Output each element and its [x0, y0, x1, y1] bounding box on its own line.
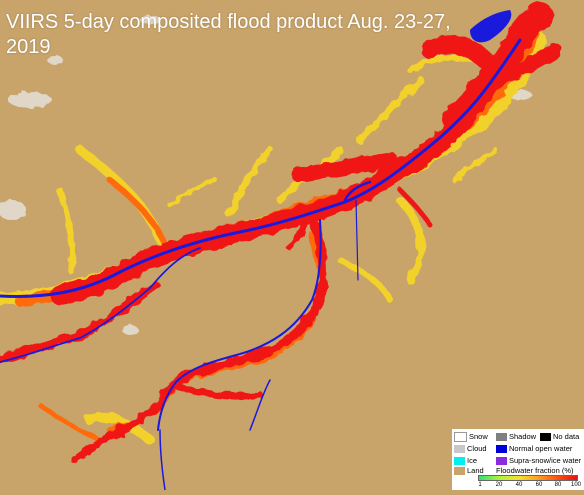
swatch-cloud: [454, 445, 465, 454]
floodwater-fraction-ramp: [478, 475, 578, 481]
legend-item-no-data: No data: [540, 432, 579, 442]
swatch-no-data: [540, 433, 551, 442]
swatch-land: [454, 467, 465, 476]
ramp-tick: 20: [495, 482, 503, 488]
ramp-title: Floodwater fraction (%): [496, 466, 574, 475]
ramp-tick: 100: [570, 482, 582, 488]
legend-item-cloud: Cloud: [454, 444, 487, 454]
swatch-normal-open-water: [496, 445, 507, 454]
legend-item-shadow: Shadow: [496, 432, 536, 442]
legend: Snow Shadow No data Cloud Normal open wa…: [452, 429, 584, 490]
lake-water: [470, 10, 512, 43]
legend-item-normal-open-water: Normal open water: [496, 444, 572, 454]
normal-open-water: [0, 38, 522, 491]
swatch-supra-snow-ice-water: [496, 457, 507, 466]
ramp-tick: 40: [515, 482, 523, 488]
legend-item-supra-snow-ice-water: Supra-snow/ice water: [496, 456, 581, 466]
ramp-tick: 60: [535, 482, 543, 488]
legend-item-snow: Snow: [454, 432, 488, 443]
ramp-tick: 1: [478, 482, 482, 488]
map-title: VIIRS 5-day composited flood product Aug…: [6, 11, 451, 58]
ramp-tick: 80: [554, 482, 562, 488]
swatch-snow: [454, 432, 467, 443]
legend-item-land: Land: [454, 466, 484, 476]
swatch-ice: [454, 457, 465, 466]
legend-item-ice: Ice: [454, 456, 477, 466]
cloud-patches: [0, 16, 532, 335]
swatch-shadow: [496, 433, 507, 442]
